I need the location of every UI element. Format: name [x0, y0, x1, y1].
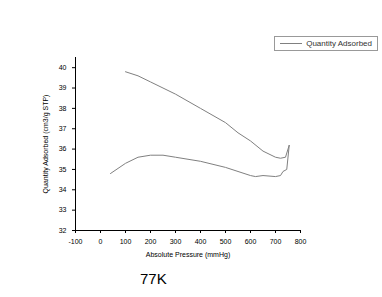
svg-text:300: 300: [170, 238, 182, 245]
svg-text:39: 39: [59, 84, 67, 91]
svg-text:38: 38: [59, 105, 67, 112]
svg-text:800: 800: [295, 238, 307, 245]
svg-text:200: 200: [145, 238, 157, 245]
svg-text:400: 400: [195, 238, 207, 245]
svg-text:36: 36: [59, 145, 67, 152]
svg-text:Quantity Adsorbed (cm3/g STP): Quantity Adsorbed (cm3/g STP): [42, 95, 50, 194]
svg-text:700: 700: [270, 238, 282, 245]
svg-text:33: 33: [59, 206, 67, 213]
svg-text:34: 34: [59, 186, 67, 193]
svg-text:100: 100: [120, 238, 132, 245]
svg-text:500: 500: [220, 238, 232, 245]
html-text:Quantity Adsorbed: Quantity Adsorbed: [306, 39, 372, 48]
svg-text:37: 37: [59, 125, 67, 132]
svg-text:35: 35: [59, 166, 67, 173]
svg-text:32: 32: [59, 227, 67, 234]
svg-text:Absolute Pressure (mmHg): Absolute Pressure (mmHg): [146, 251, 230, 259]
svg-text:40: 40: [59, 64, 67, 71]
svg-text:600: 600: [245, 238, 257, 245]
svg-text:-100: -100: [68, 238, 82, 245]
html-text:77K: 77K: [140, 270, 167, 287]
svg-text:0: 0: [99, 238, 103, 245]
